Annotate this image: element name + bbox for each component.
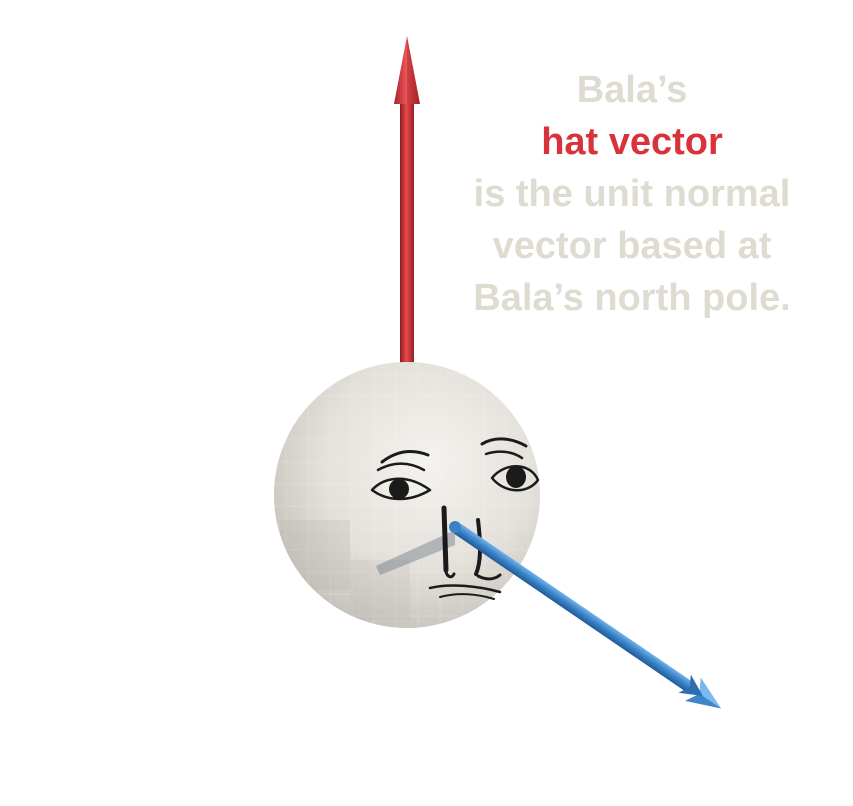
caption-line-1: Bala’s	[576, 69, 688, 111]
caption: Bala’s hat vector is the unit normal vec…	[432, 64, 832, 324]
blue-arrow-icon	[449, 521, 722, 709]
red-arrow-icon	[394, 36, 420, 370]
caption-line-4: vector based at	[492, 225, 772, 267]
caption-line-5: Bala’s north pole.	[473, 277, 791, 319]
bala-face-sphere	[274, 362, 540, 628]
caption-hat-vector: hat vector	[541, 121, 723, 163]
face-drawing	[370, 437, 540, 600]
caption-line-3: is the unit normal	[473, 173, 791, 215]
